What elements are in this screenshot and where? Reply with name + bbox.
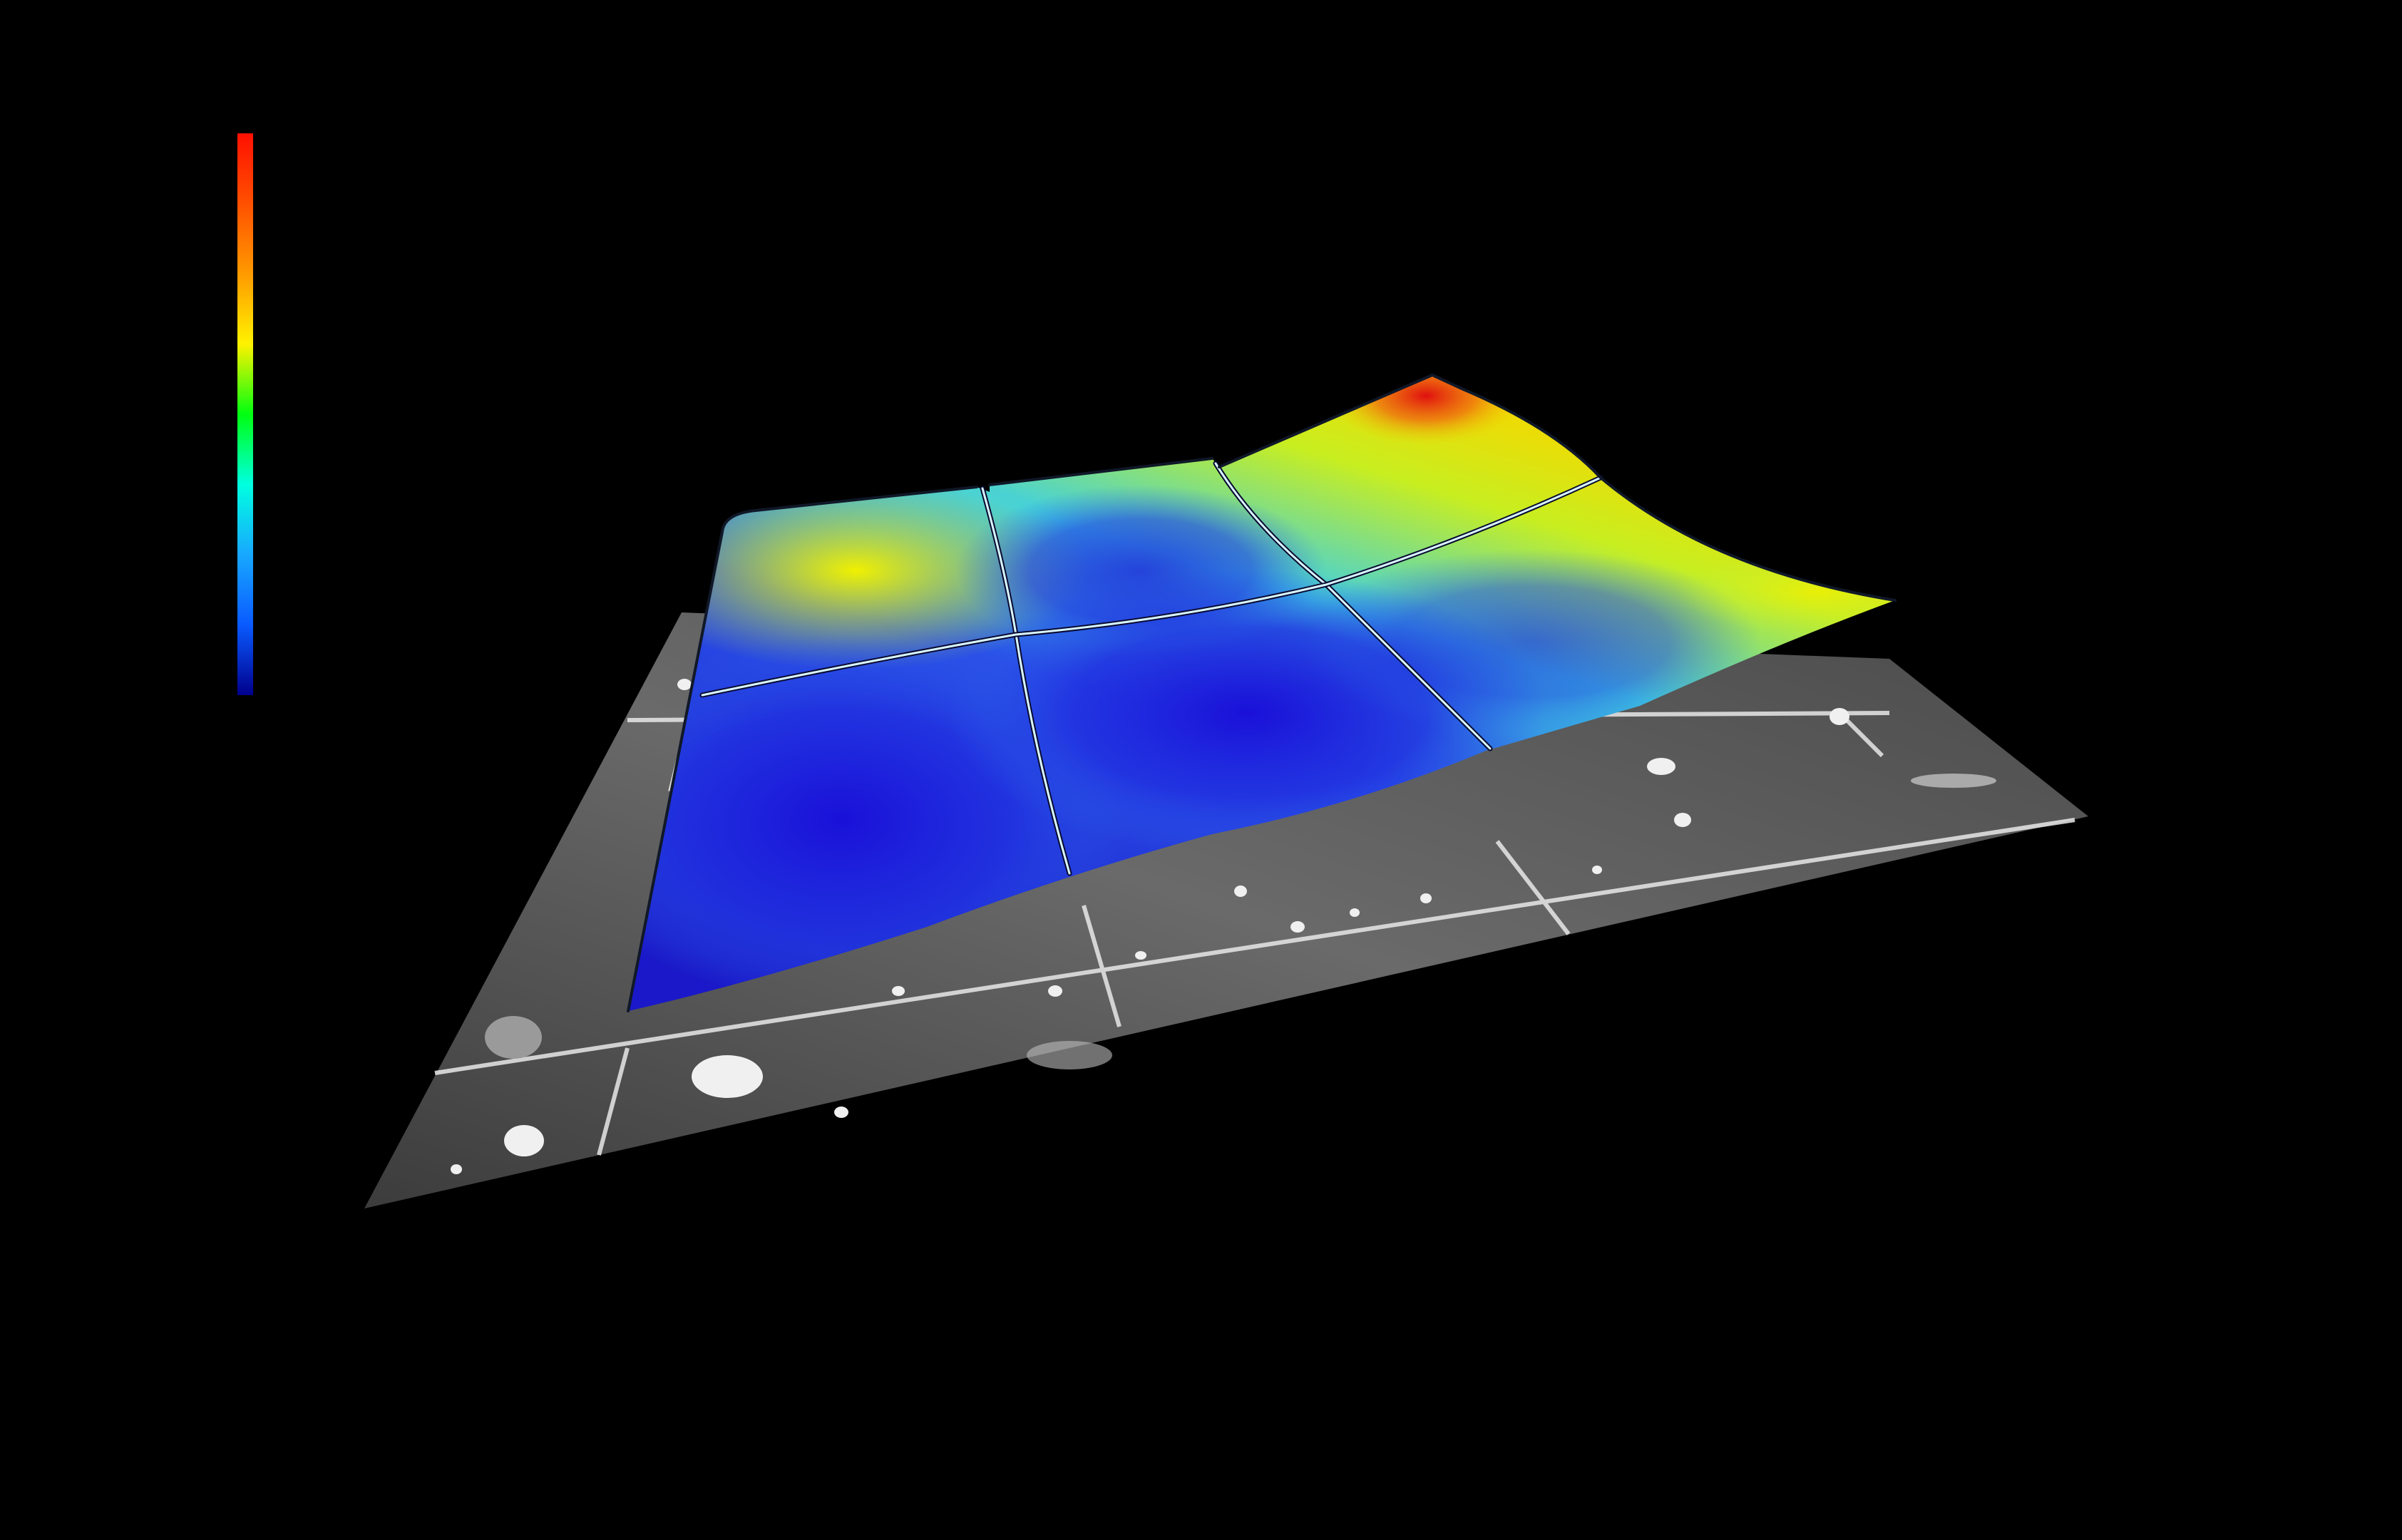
panel-seams bbox=[627, 373, 1897, 1012]
colorbar bbox=[237, 133, 253, 695]
